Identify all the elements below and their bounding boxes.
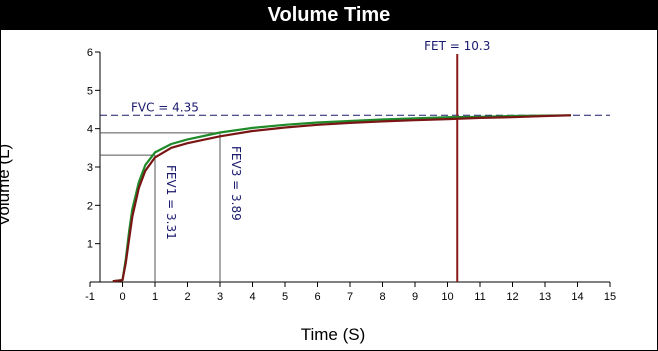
y-tick-label: 1 [87,239,93,251]
x-tick-label: -1 [85,291,95,303]
y-tick-label: 2 [87,200,93,212]
x-tick-label: 15 [604,291,616,303]
series-line-2 [112,114,572,283]
y-tick-label: 5 [87,85,93,97]
x-tick-label: 7 [347,291,353,303]
y-tick-label: 4 [87,124,93,136]
x-tick-label: 2 [184,291,190,303]
y-tick-label: 3 [87,162,93,174]
fev3-label: FEV3 = 3.89 [229,146,243,221]
y-tick-label: 6 [87,47,93,59]
x-tick-label: 5 [282,291,288,303]
x-tick-label: 1 [152,291,158,303]
x-tick-label: 12 [506,291,518,303]
x-tick-label: 10 [441,291,453,303]
x-axis-label: Time (S) [300,325,366,344]
x-tick-label: 8 [379,291,385,303]
fvc-label: FVC = 4.35 [131,100,199,114]
x-tick-label: 4 [249,291,255,303]
fet-label: FET = 10.3 [424,39,490,53]
x-tick-label: 6 [314,291,320,303]
fev1-label: FEV1 = 3.31 [164,165,178,240]
series-line-1 [112,114,572,283]
chart-title: Volume Time [1,1,657,30]
x-tick-label: 11 [474,291,485,303]
x-tick-label: 14 [571,291,583,303]
x-tick-label: 13 [539,291,551,303]
x-tick-label: 9 [412,291,418,303]
x-tick-label: 3 [217,291,223,303]
x-tick-label: 0 [119,291,125,303]
